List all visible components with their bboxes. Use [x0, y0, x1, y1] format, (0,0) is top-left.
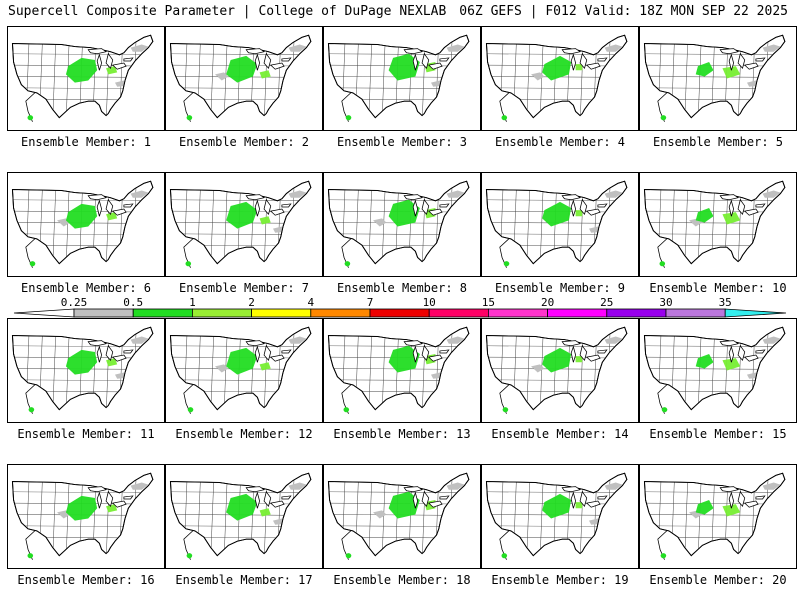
scale-swatch [191, 308, 252, 318]
us-map [485, 326, 628, 414]
us-map [169, 180, 312, 268]
scale-swatch [665, 308, 726, 318]
ensemble-member-map [323, 172, 481, 277]
scale-tick-label: 10 [422, 296, 436, 309]
ensemble-member-map [481, 26, 639, 131]
scale-tick-label: 1 [189, 296, 196, 309]
member-caption: Ensemble Member: 17 [175, 573, 313, 587]
member-caption: Ensemble Member: 14 [491, 427, 629, 441]
member-caption: Ensemble Member: 6 [20, 281, 152, 295]
scale-tick-label: 0.25 [60, 296, 88, 309]
member-caption: Ensemble Member: 7 [178, 281, 310, 295]
ensemble-member-map [481, 172, 639, 277]
member-caption: Ensemble Member: 4 [494, 135, 626, 149]
ensemble-member-map [639, 464, 797, 569]
us-map [643, 472, 786, 560]
scale-swatch [547, 308, 608, 318]
ensemble-member-map [639, 26, 797, 131]
ensemble-member-map [165, 26, 323, 131]
member-caption: Ensemble Member: 19 [491, 573, 629, 587]
us-map [169, 326, 312, 414]
ensemble-member-map [481, 318, 639, 423]
ensemble-member-map [323, 26, 481, 131]
us-map [11, 472, 154, 560]
scale-tick-label: 2 [248, 296, 255, 309]
member-caption: Ensemble Member: 5 [652, 135, 784, 149]
scale-tick-label: 20 [540, 296, 555, 309]
us-map [327, 472, 470, 560]
scale-tick-label: 7 [366, 296, 374, 309]
us-map [643, 326, 786, 414]
ensemble-member-map [7, 318, 165, 423]
ensemble-member-map [323, 318, 481, 423]
us-map [169, 34, 312, 122]
ensemble-member-map [165, 318, 323, 423]
us-map [485, 180, 628, 268]
ensemble-member-map [165, 464, 323, 569]
us-map [327, 326, 470, 414]
us-map [643, 180, 786, 268]
scale-arrow-low [13, 308, 75, 318]
us-map [169, 472, 312, 560]
us-map [11, 326, 154, 414]
member-caption: Ensemble Member: 15 [649, 427, 787, 441]
scale-swatch [724, 308, 787, 318]
us-map [485, 472, 628, 560]
scale-tick-label: 35 [718, 296, 732, 309]
scale-tick-label: 4 [307, 296, 315, 309]
member-caption: Ensemble Member: 1 [20, 135, 152, 149]
member-caption: Ensemble Member: 16 [17, 573, 155, 587]
product-title: Supercell Composite Parameter | College … [8, 4, 447, 19]
member-caption: Ensemble Member: 2 [178, 135, 310, 149]
scale-swatch [487, 308, 548, 318]
scale-swatch [251, 308, 312, 318]
ensemble-member-map [165, 172, 323, 277]
color-scale-bar [13, 308, 787, 318]
us-map [11, 180, 154, 268]
ensemble-member-map [639, 318, 797, 423]
scale-swatch [428, 308, 489, 318]
member-caption: Ensemble Member: 10 [649, 281, 787, 295]
ensemble-member-map [323, 464, 481, 569]
us-map [327, 180, 470, 268]
scale-tick-label: 0.5 [123, 296, 144, 309]
valid-time: 06Z GEFS | F012 Valid: 18Z MON SEP 22 20… [459, 4, 788, 19]
scale-swatch [310, 308, 371, 318]
member-caption: Ensemble Member: 12 [175, 427, 313, 441]
us-map [643, 34, 786, 122]
scale-swatch [606, 308, 667, 318]
member-caption: Ensemble Member: 3 [336, 135, 468, 149]
scale-tick-label: 25 [600, 296, 614, 309]
scale-swatch [132, 308, 193, 318]
member-caption: Ensemble Member: 20 [649, 573, 787, 587]
ensemble-member-map [7, 26, 165, 131]
us-map [485, 34, 628, 122]
member-caption: Ensemble Member: 11 [17, 427, 155, 441]
scale-tick-label: 30 [659, 296, 673, 309]
scale-swatch [73, 308, 134, 318]
member-caption: Ensemble Member: 13 [333, 427, 471, 441]
member-caption: Ensemble Member: 8 [336, 281, 468, 295]
member-caption: Ensemble Member: 9 [494, 281, 626, 295]
ensemble-member-map [639, 172, 797, 277]
scale-tick-label: 15 [481, 296, 496, 309]
scale-swatch [369, 308, 430, 318]
us-map [327, 34, 470, 122]
ensemble-member-map [7, 172, 165, 277]
member-caption: Ensemble Member: 18 [333, 573, 471, 587]
ensemble-member-map [481, 464, 639, 569]
ensemble-member-map [7, 464, 165, 569]
us-map [11, 34, 154, 122]
